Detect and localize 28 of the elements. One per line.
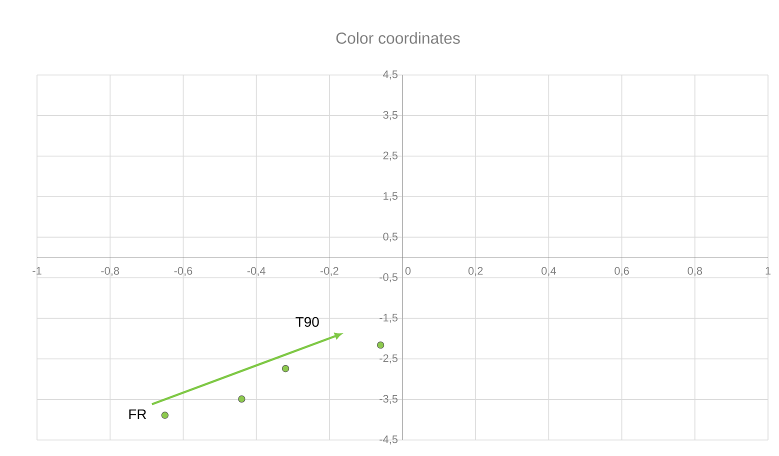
chart-title: Color coordinates [336,32,460,44]
y-tick-label: 2,5 [383,152,398,161]
x-tick-label: 0,2 [468,267,483,276]
x-tick-label: -0,2 [320,267,338,276]
x-tick-label: -0,4 [247,267,266,276]
point [282,365,290,372]
y-tick-label: 4,5 [383,70,398,80]
x-tick-label: 0 [405,267,411,275]
y-tick-label: -0,5 [380,273,398,282]
y-tick-label: 3,5 [383,111,398,120]
x-tick-label: -0,6 [174,267,192,276]
x-tick-label: 0,8 [688,267,702,276]
x-tick-label: 1 [766,267,771,275]
point [161,412,169,419]
x-tick-label: 0,4 [542,267,556,276]
annotation: FR [129,409,146,420]
point [376,341,384,349]
y-tick-label: -4,5 [380,436,398,444]
x-tick-label: -1 [32,267,42,275]
annotation: T90 [296,317,319,327]
y-tick-label: 1,5 [384,192,398,202]
y-tick-label: -1,5 [380,314,398,323]
point [238,395,246,403]
y-tick-label: 0,5 [383,232,398,242]
x-tick-label: -0,8 [101,267,120,276]
y-tick-label: -3,5 [380,394,398,404]
y-tick-label: -2,5 [380,354,398,364]
x-tick-label: 0,6 [614,267,629,276]
